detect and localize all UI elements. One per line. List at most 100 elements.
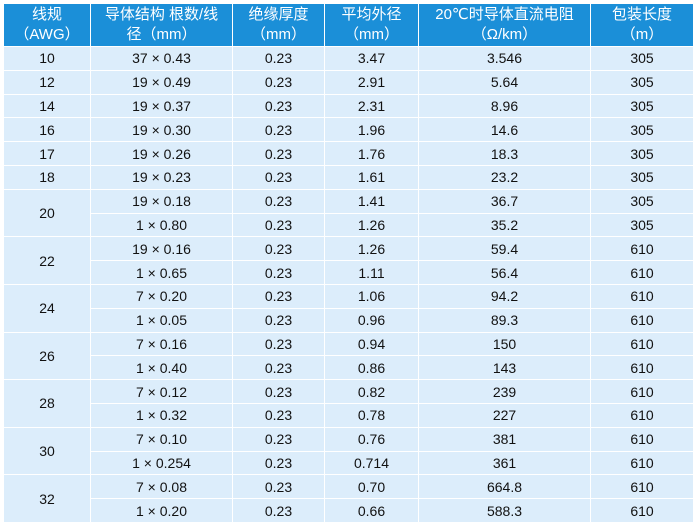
- data-cell: 14.6: [418, 117, 591, 143]
- data-cell: 0.714: [324, 450, 419, 476]
- data-cell: 89.3: [418, 307, 591, 333]
- data-cell: 5.64: [418, 69, 591, 95]
- header-cell: 包装长度 （m）: [590, 3, 694, 47]
- data-cell: 0.23: [232, 188, 325, 214]
- header-text: 绝缘厚度: [248, 6, 309, 23]
- awg-cell: 20: [3, 188, 91, 238]
- data-cell: 305: [590, 212, 694, 238]
- data-cell: 305: [590, 117, 694, 143]
- table-row: 26 7 × 0.16 0.23 0.94 150 610: [3, 331, 694, 381]
- data-cell: 305: [590, 46, 694, 71]
- data-cell: 610: [590, 379, 694, 404]
- data-cell: 1.11: [324, 260, 419, 285]
- data-cell: 0.23: [232, 212, 325, 238]
- data-cell: 7 × 0.08: [90, 474, 233, 500]
- awg-cell: 32: [3, 474, 91, 523]
- data-cell: 1.96: [324, 117, 419, 143]
- data-cell: 305: [590, 164, 694, 190]
- data-cell: 1.41: [324, 188, 419, 214]
- table-row: 12 19 × 0.49 0.23 2.91 5.64 305: [3, 69, 694, 95]
- data-cell: 0.23: [232, 307, 325, 333]
- data-cell: 143: [418, 355, 591, 381]
- data-cell: 0.23: [232, 236, 325, 262]
- header-row: 线规 （AWG） 导体结构 根数/线 径（mm） 绝缘厚度 （mm） 平均外径 （mm） 20℃…: [3, 3, 694, 47]
- data-cell: 610: [590, 236, 694, 262]
- data-cell: 7 × 0.12: [90, 379, 233, 404]
- data-cell: 0.23: [232, 260, 325, 285]
- data-cell: 7 × 0.20: [90, 283, 233, 309]
- table-row: 10 37 × 0.43 0.23 3.47 3.546 305: [3, 46, 694, 71]
- header-cell: 线规 （AWG）: [3, 3, 91, 47]
- data-cell: 239: [418, 379, 591, 404]
- table-row: 24 7 × 0.20 0.23 1.06 94.2 610: [3, 283, 694, 333]
- data-cell: 23.2: [418, 164, 591, 190]
- data-cell: 19 × 0.30: [90, 117, 233, 143]
- data-cell: 8.96: [418, 93, 591, 119]
- table-row: 1 × 0.05 0.23 0.96 89.3 610: [4, 307, 694, 333]
- awg-cell: 28: [3, 379, 91, 428]
- data-cell: 610: [590, 402, 694, 428]
- data-cell: 1.61: [324, 164, 419, 190]
- data-cell: 1.26: [324, 212, 419, 238]
- data-cell: 1.06: [324, 283, 419, 309]
- data-cell: 610: [590, 498, 694, 523]
- table-row: 1 × 0.65 0.23 1.11 56.4 610: [4, 260, 694, 285]
- header-text: （m）: [620, 26, 664, 43]
- data-cell: 305: [590, 69, 694, 95]
- table-row: 1 × 0.40 0.23 0.86 143 610: [4, 355, 694, 381]
- data-cell: 610: [590, 450, 694, 476]
- data-cell: 1 × 0.05: [90, 307, 233, 333]
- table-row: 1 × 0.80 0.23 1.26 35.2 305: [4, 212, 694, 238]
- header-cell: 绝缘厚度 （mm）: [232, 3, 325, 47]
- awg-cell: 10: [3, 46, 91, 71]
- awg-cell: 26: [3, 331, 91, 381]
- data-cell: 664.8: [418, 474, 591, 500]
- data-cell: 0.23: [232, 450, 325, 476]
- data-cell: 19 × 0.49: [90, 69, 233, 95]
- data-cell: 19 × 0.26: [90, 141, 233, 166]
- header-text: 包装长度: [611, 6, 672, 23]
- table-row: 1 × 0.20 0.23 0.66 588.3 610: [4, 498, 694, 523]
- data-cell: 0.82: [324, 379, 419, 404]
- data-cell: 7 × 0.16: [90, 331, 233, 357]
- data-cell: 1.26: [324, 236, 419, 262]
- awg-cell: 24: [3, 283, 91, 333]
- data-cell: 0.23: [232, 141, 325, 166]
- awg-cell: 12: [3, 69, 91, 95]
- data-cell: 1 × 0.80: [90, 212, 233, 238]
- data-cell: 0.23: [232, 402, 325, 428]
- data-cell: 305: [590, 141, 694, 166]
- spec-table: 线规 （AWG） 导体结构 根数/线 径（mm） 绝缘厚度 （mm） 平均外径 （mm） 20℃…: [3, 3, 694, 523]
- data-cell: 0.23: [232, 355, 325, 381]
- header-text: （mm）: [344, 26, 399, 43]
- data-cell: 588.3: [418, 498, 591, 523]
- data-cell: 610: [590, 426, 694, 452]
- data-cell: 36.7: [418, 188, 591, 214]
- awg-cell: 30: [3, 426, 91, 476]
- awg-cell: 18: [3, 164, 91, 190]
- data-cell: 1 × 0.20: [90, 498, 233, 523]
- header-text: 20℃时导体直流电阻: [435, 6, 574, 23]
- header-text: 平均外径: [341, 6, 402, 23]
- table-row: 32 7 × 0.08 0.23 0.70 664.8 610: [3, 474, 694, 523]
- data-cell: 150: [418, 331, 591, 357]
- data-cell: 19 × 0.18: [90, 188, 233, 214]
- data-cell: 361: [418, 450, 591, 476]
- table-body: 10 37 × 0.43 0.23 3.47 3.546 305 12 19 × 0.49 0.…: [3, 46, 694, 523]
- data-cell: 0.23: [232, 283, 325, 309]
- data-cell: 381: [418, 426, 591, 452]
- header-cell: 导体结构 根数/线 径（mm）: [90, 3, 233, 47]
- data-cell: 0.23: [232, 164, 325, 190]
- data-cell: 610: [590, 307, 694, 333]
- data-cell: 35.2: [418, 212, 591, 238]
- header-text: 导体结构 根数/线: [104, 6, 219, 23]
- data-cell: 37 × 0.43: [90, 46, 233, 71]
- table-row: 17 19 × 0.26 0.23 1.76 18.3 305: [3, 141, 694, 166]
- table-row: 16 19 × 0.30 0.23 1.96 14.6 305: [3, 117, 694, 143]
- data-cell: 2.31: [324, 93, 419, 119]
- data-cell: 0.86: [324, 355, 419, 381]
- table-row: 30 7 × 0.10 0.23 0.76 381 610: [3, 426, 694, 476]
- data-cell: 1.76: [324, 141, 419, 166]
- table-row: 14 19 × 0.37 0.23 2.31 8.96 305: [3, 93, 694, 119]
- data-cell: 19 × 0.23: [90, 164, 233, 190]
